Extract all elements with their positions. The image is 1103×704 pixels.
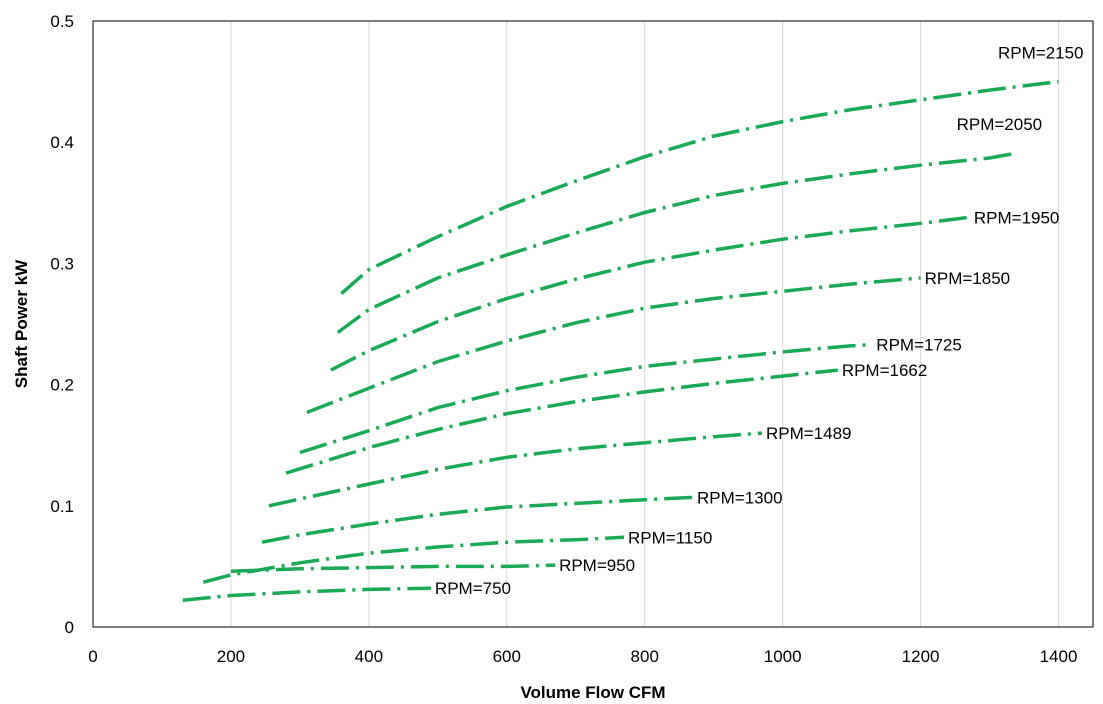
y-tick-label: 0 [65,618,74,637]
series-line-rpm-1662 [285,368,838,475]
series-line-rpm-750 [182,586,431,603]
series-line-rpm-1489 [268,431,763,508]
plot-area [92,20,1094,628]
y-tick-label: 0.1 [50,497,74,516]
series-line-rpm-1150 [202,535,625,584]
series-label: RPM=1662 [842,361,928,380]
series-line-rpm-2050 [336,151,1018,334]
series-label: RPM=1150 [628,528,712,547]
series-line-rpm-1950 [330,215,970,372]
x-tick-label: 1000 [764,647,802,666]
series-labels: RPM=2150 RPM=2050 RPM=1950 RPM=1850 RPM=1725… [435,44,1084,599]
y-tick-label: 0.2 [50,376,74,395]
x-tick-label: 1400 [1040,647,1078,666]
series-label: RPM=2150 [998,44,1084,63]
x-axis-title: Volume Flow CFM [520,683,665,702]
x-tick-labels: 0 200 400 600 800 1000 1200 1400 [88,647,1077,666]
series-label: RPM=1489 [766,424,852,443]
series-label: RPM=1725 [876,336,962,355]
series-label: RPM=1300 [697,488,783,507]
y-tick-label: 0.4 [50,133,74,152]
x-tick-label: 1200 [902,647,940,666]
series-line-rpm-2150 [340,79,1059,296]
series-line-rpm-1725 [299,342,873,455]
x-tick-label: 800 [631,647,659,666]
y-tick-label: 0.5 [50,12,74,31]
x-tick-label: 400 [355,647,383,666]
series-line-rpm-950 [230,563,556,573]
series-label: RPM=1850 [925,269,1011,288]
series-line-rpm-1850 [306,276,921,415]
y-tick-labels: 0 0.1 0.2 0.3 0.4 0.5 [50,12,74,637]
x-tick-label: 200 [217,647,245,666]
series-line-rpm-1300 [261,495,694,544]
series-lines [182,79,1059,603]
x-tick-label: 600 [493,647,521,666]
series-label: RPM=750 [435,579,511,598]
y-tick-label: 0.3 [50,254,74,273]
y-axis-title: Shaft Power kW [12,259,31,388]
series-label: RPM=1950 [974,208,1060,227]
series-label: RPM=950 [559,556,635,575]
x-tick-label: 0 [88,647,97,666]
series-label: RPM=2050 [957,115,1043,134]
